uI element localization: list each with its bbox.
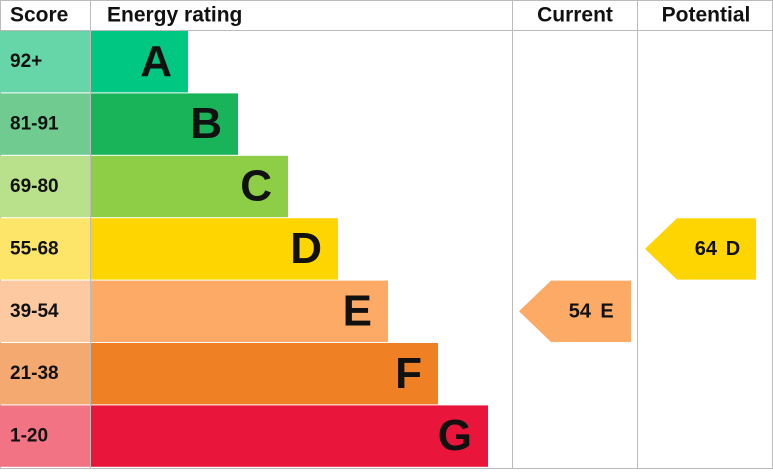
score-label: 69-80: [10, 176, 59, 197]
score-cell: [0, 93, 90, 155]
current-value: 54: [569, 301, 592, 323]
band-bar: [91, 343, 438, 405]
potential-band: D: [726, 238, 740, 260]
band-bar: [91, 218, 338, 280]
current-band: E: [600, 301, 613, 323]
score-cell: [0, 280, 90, 342]
band-letter: A: [140, 37, 172, 86]
potential-value: 64: [695, 238, 718, 260]
band-letter: F: [395, 349, 422, 398]
header-rating: Energy rating: [107, 4, 242, 27]
score-label: 92+: [10, 51, 42, 72]
band-bar: [91, 93, 238, 155]
header-potential: Potential: [662, 4, 751, 27]
score-label: 55-68: [10, 238, 59, 259]
band-letter: E: [343, 286, 372, 335]
band-letter: D: [290, 224, 322, 273]
header-score: Score: [10, 4, 68, 27]
score-label: 39-54: [10, 301, 59, 322]
band-letter: B: [190, 99, 222, 148]
band-bar: [91, 405, 488, 467]
score-cell: [0, 343, 90, 405]
band-letter: C: [240, 162, 272, 211]
score-cell: [0, 218, 90, 280]
current-arrow: [519, 280, 631, 342]
band-letter: G: [438, 411, 472, 460]
score-label: 1-20: [10, 426, 48, 447]
band-bar: [91, 31, 188, 93]
band-bar: [91, 280, 388, 342]
score-cell: [0, 31, 90, 93]
score-cell: [0, 155, 90, 218]
score-label: 21-38: [10, 363, 59, 384]
potential-arrow: [645, 218, 756, 280]
score-label: 81-91: [10, 114, 59, 135]
score-cell: [0, 405, 90, 467]
band-bar: [91, 155, 288, 218]
header-current: Current: [537, 4, 613, 27]
